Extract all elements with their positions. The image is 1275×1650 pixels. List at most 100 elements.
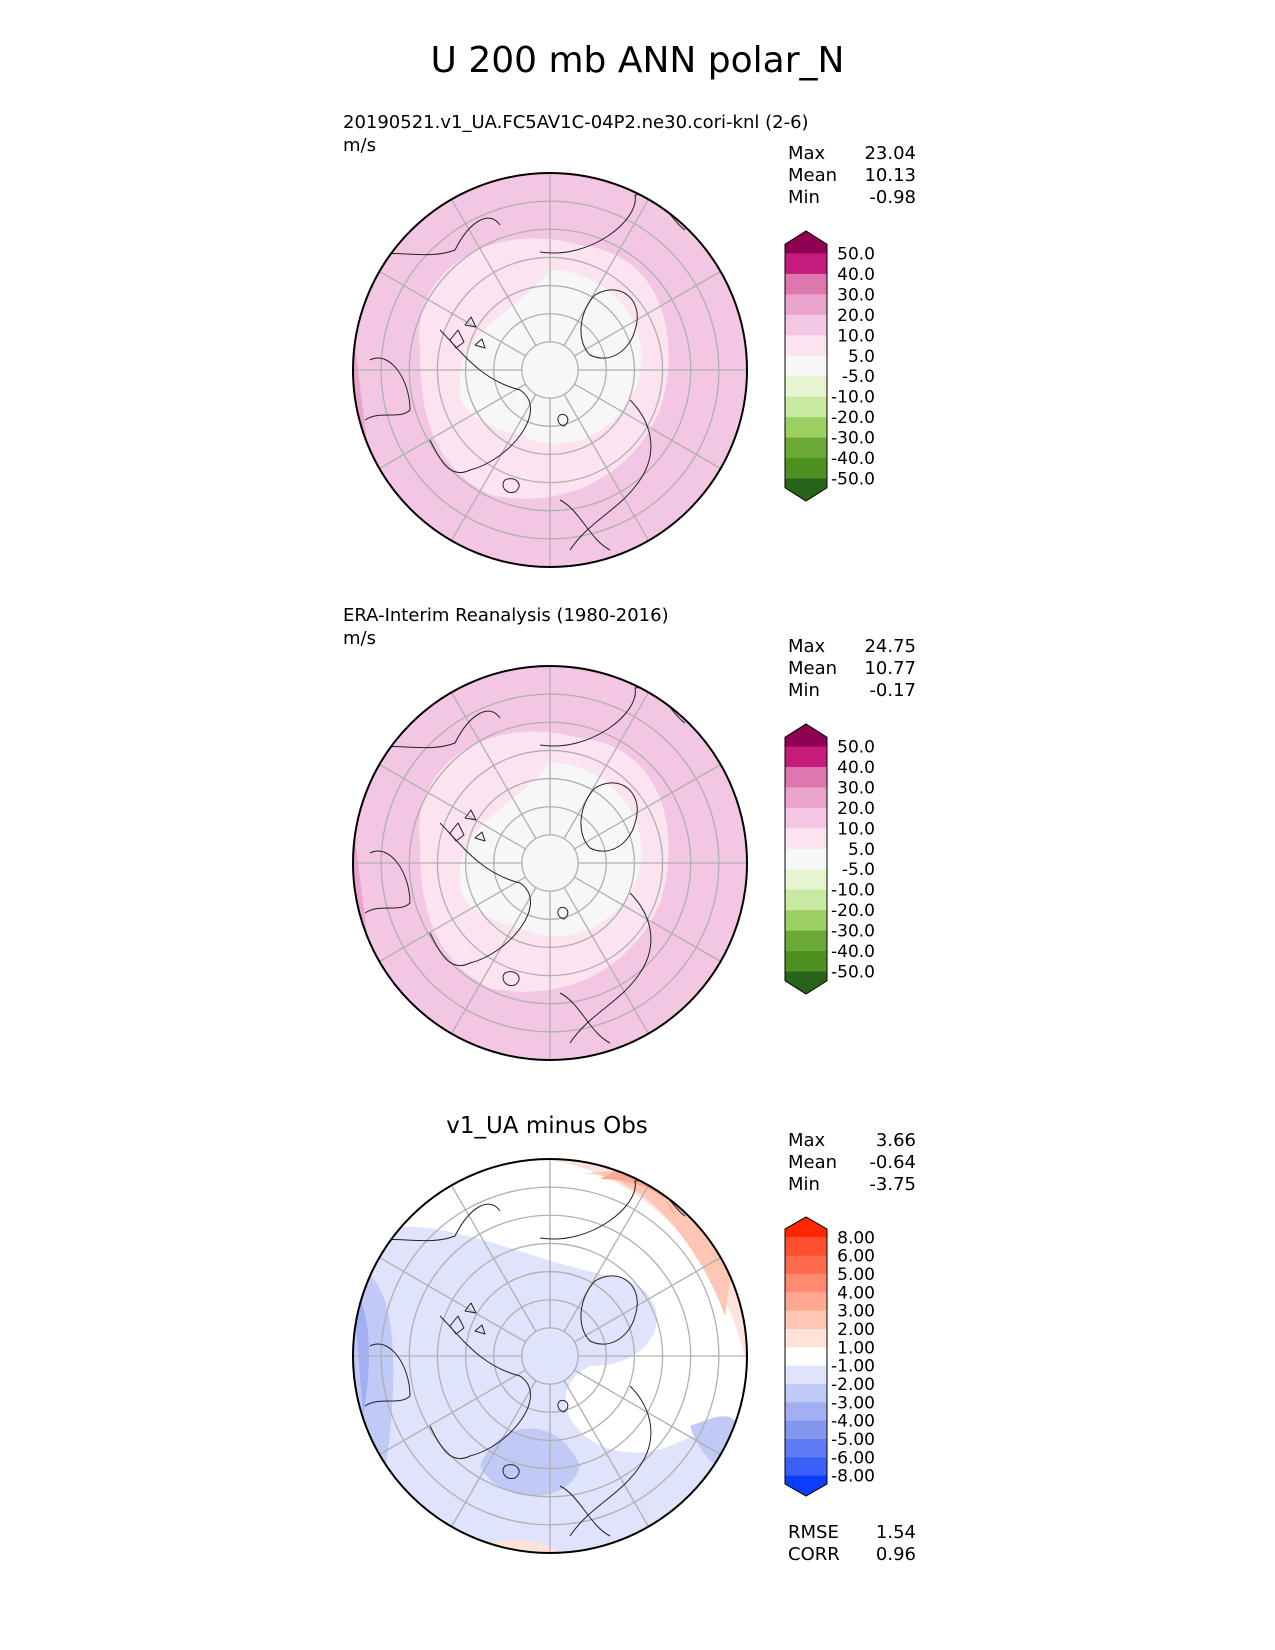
meridian-line — [379, 876, 526, 963]
colorbar-tick-label: 10.0 — [837, 819, 875, 839]
colorbar-tick-label: 20.0 — [837, 799, 875, 819]
coastline-path — [557, 1399, 569, 1413]
coastline-path — [429, 329, 531, 474]
colorbar-extend-top — [785, 724, 827, 747]
colorbar-tick-label: 6.00 — [837, 1247, 875, 1267]
map-boundary — [352, 665, 748, 1061]
meridian-line — [379, 270, 526, 357]
stat-mean: Mean 10.77 — [788, 658, 916, 679]
meridian-line — [379, 1256, 526, 1343]
coastlines — [364, 1180, 686, 1537]
coastline-path — [557, 906, 569, 920]
metric-corr: CORR 0.96 — [788, 1544, 916, 1565]
stat-min: Min -3.75 — [788, 1174, 916, 1195]
coastline-path — [580, 289, 638, 359]
meridian-line — [563, 1380, 650, 1527]
colorbar-segment — [785, 437, 827, 459]
colorbar-tick-label: 30.0 — [837, 778, 875, 798]
colorbar-tick-label: -50.0 — [831, 470, 875, 490]
colorbar-segment — [785, 1439, 827, 1458]
colorbar-segment — [785, 335, 827, 357]
coastline-path — [429, 1315, 531, 1460]
panel-3-polar-map — [352, 1158, 748, 1554]
colorbar-segment — [785, 1365, 827, 1385]
colorbar-segment — [785, 294, 827, 316]
colorbar-segment — [785, 828, 827, 850]
colorbar-segment — [785, 1274, 827, 1293]
coastline-path — [429, 822, 531, 967]
colorbar-segment — [785, 889, 827, 911]
colorbar-segment — [785, 376, 827, 398]
colorbar-outline — [784, 1216, 828, 1497]
panel-1-units: m/s — [343, 135, 376, 156]
meridian-line — [450, 394, 537, 541]
colorbar-tick-label: -8.00 — [831, 1467, 875, 1487]
coastline-path — [502, 478, 520, 494]
panel-3-title: v1_UA minus Obs — [446, 1113, 648, 1139]
colorbar-tick-label: 5.0 — [848, 347, 875, 367]
stat-mean: Mean 10.13 — [788, 165, 916, 186]
colorbar-tick-label: 40.0 — [837, 265, 875, 285]
colorbar-segment — [785, 1420, 827, 1440]
colorbar-tick-label: -6.00 — [831, 1448, 875, 1468]
colorbar-segment — [785, 787, 827, 809]
colorbar-tick-label: -5.0 — [842, 860, 875, 880]
colorbar-segment — [785, 253, 827, 275]
colorbar-extend-top — [785, 1217, 827, 1238]
colorbar-segment — [785, 930, 827, 952]
coastline-path — [449, 809, 486, 842]
meridian-line — [379, 763, 526, 850]
meridian-line — [450, 1185, 537, 1332]
meridian-line — [450, 887, 537, 1034]
coastline-path — [569, 399, 652, 551]
field-region-zero — [459, 270, 642, 444]
stat-min: Min -0.17 — [788, 680, 916, 701]
meridian-line — [563, 1185, 650, 1332]
colorbar-segment — [785, 746, 827, 768]
stat-max: Max 24.75 — [788, 636, 916, 657]
coastline-path — [449, 316, 486, 349]
coastline-path — [502, 1464, 520, 1480]
graticule — [353, 1159, 747, 1553]
colorbar-tick-label: -5.0 — [842, 367, 875, 387]
figure-title: U 200 mb ANN polar_N — [430, 40, 845, 81]
colorbar-segment — [785, 848, 827, 870]
panel-2-polar-map — [352, 665, 748, 1061]
diff-region-pos — [600, 1159, 675, 1216]
colorbar-segment — [785, 951, 827, 973]
coastline-path — [557, 413, 569, 427]
panel-2-colorbar: 50.040.030.020.010.05.0-5.0-10.0-20.0-30… — [784, 723, 875, 995]
colorbar-tick-label: -40.0 — [831, 942, 875, 962]
colorbar-outline — [784, 230, 828, 502]
graticule — [353, 666, 747, 1060]
colorbar-tick-label: -40.0 — [831, 449, 875, 469]
colorbar-segment — [785, 869, 827, 891]
map-boundary — [352, 1158, 748, 1554]
panel-1-colorbar: 50.040.030.020.010.05.0-5.0-10.0-20.0-30… — [784, 230, 875, 502]
colorbar-segment — [785, 1255, 827, 1275]
coastline-path — [374, 217, 501, 256]
colorbar-tick-label: -2.00 — [831, 1375, 875, 1395]
coastline-path — [374, 710, 501, 749]
colorbar-segment — [785, 1329, 827, 1348]
colorbar-tick-label: -20.0 — [831, 901, 875, 921]
colorbar-extend-bottom — [785, 1475, 827, 1496]
colorbar-tick-label: -20.0 — [831, 408, 875, 428]
coastline-path — [580, 782, 638, 852]
panel-3-colorbar: 8.006.005.004.003.002.001.00-1.00-2.00-3… — [784, 1216, 875, 1497]
metric-rmse: RMSE 1.54 — [788, 1522, 916, 1543]
meridian-line — [450, 692, 537, 839]
colorbar-segment — [785, 314, 827, 336]
colorbar-tick-label: -1.00 — [831, 1357, 875, 1377]
colorbar-tick-label: 4.00 — [837, 1283, 875, 1303]
colorbar-tick-label: -10.0 — [831, 881, 875, 901]
colorbar-segment — [785, 807, 827, 829]
coastline-path — [364, 357, 411, 421]
colorbar-segment — [785, 766, 827, 788]
colorbar-tick-label: -10.0 — [831, 388, 875, 408]
colorbar-tick-label: 2.00 — [837, 1320, 875, 1340]
colorbar-segment — [785, 910, 827, 932]
panel-1-polar-map — [352, 172, 748, 568]
colorbar-tick-label: -3.00 — [831, 1393, 875, 1413]
meridian-line — [563, 394, 650, 541]
